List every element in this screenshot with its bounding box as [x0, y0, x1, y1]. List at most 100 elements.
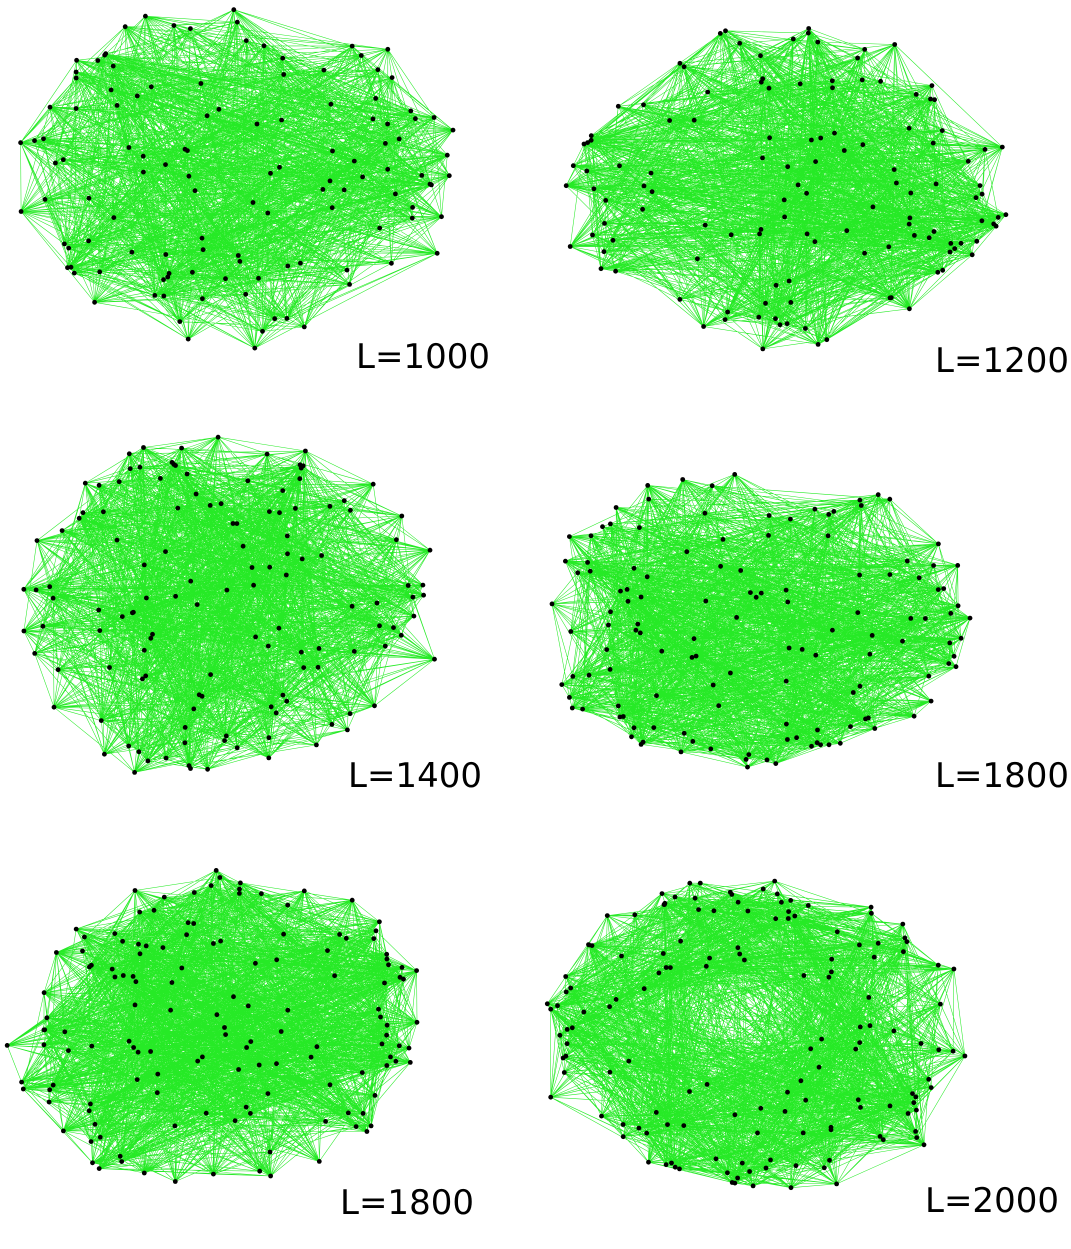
network-node	[795, 182, 801, 188]
network-graph	[4, 868, 420, 1184]
network-node	[396, 1043, 402, 1049]
network-node	[784, 721, 789, 727]
network-node	[718, 563, 723, 569]
network-node	[41, 1027, 47, 1033]
network-node	[755, 1130, 760, 1136]
network-node	[191, 706, 197, 712]
network-node	[815, 342, 821, 347]
network-node	[427, 547, 433, 553]
network-node	[96, 607, 102, 613]
edge-group	[6, 870, 418, 1182]
node-group	[4, 868, 420, 1184]
network-node	[613, 997, 619, 1002]
network-node	[716, 703, 722, 709]
node-group	[563, 26, 1009, 352]
network-node	[272, 316, 278, 322]
network-node	[231, 7, 237, 13]
network-node	[629, 734, 634, 740]
network-node	[364, 1129, 370, 1134]
network-node	[278, 1029, 284, 1034]
network-node	[753, 594, 759, 600]
network-node	[818, 742, 823, 748]
network-node	[169, 980, 175, 985]
network-node	[373, 96, 379, 101]
network-node	[161, 277, 166, 283]
network-node	[866, 995, 872, 1000]
network-node	[74, 57, 79, 63]
network-node	[745, 908, 751, 914]
network-node	[631, 725, 637, 731]
network-node	[603, 198, 609, 203]
network-node	[829, 969, 834, 975]
network-node	[217, 875, 223, 880]
network-node	[788, 300, 794, 305]
network-node	[912, 233, 917, 238]
network-node	[182, 725, 188, 730]
network-node	[198, 81, 204, 86]
network-graph	[544, 878, 968, 1191]
network-node	[20, 1086, 26, 1092]
panel-label: L=1800	[935, 756, 1069, 796]
network-node	[96, 1166, 102, 1171]
network-node	[267, 509, 272, 514]
network-node	[563, 558, 568, 564]
network-node	[758, 53, 763, 59]
network-node	[723, 28, 728, 34]
network-node	[349, 897, 355, 903]
network-node	[568, 985, 574, 991]
network-node	[199, 235, 205, 241]
network-node	[638, 594, 644, 600]
network-node	[598, 266, 604, 272]
network-node	[913, 1129, 918, 1134]
network-node	[65, 265, 70, 271]
network-node	[757, 231, 762, 237]
network-node	[979, 191, 985, 197]
network-node	[222, 1025, 227, 1030]
network-node	[831, 509, 837, 514]
network-node	[607, 1069, 613, 1075]
network-node	[80, 948, 85, 954]
network-node	[41, 990, 47, 996]
network-node	[154, 1090, 160, 1096]
network-node	[134, 93, 140, 99]
edge-group	[565, 28, 1007, 350]
network-node	[158, 476, 163, 481]
network-node	[218, 938, 224, 944]
network-node	[421, 592, 426, 598]
network-node	[619, 953, 624, 959]
network-node	[268, 1173, 273, 1179]
network-node	[832, 130, 837, 136]
network-node	[332, 973, 337, 979]
network-node	[745, 764, 750, 770]
network-node	[143, 13, 148, 19]
network-node	[722, 317, 728, 322]
network-node	[604, 647, 610, 652]
network-node	[343, 935, 349, 941]
network-node	[284, 533, 290, 539]
network-node	[135, 1049, 141, 1055]
network-node	[951, 966, 957, 972]
network-node	[788, 516, 793, 522]
network-node	[743, 757, 749, 762]
network-node	[116, 479, 122, 485]
network-node	[782, 214, 787, 220]
network-node	[349, 603, 355, 609]
network-node	[277, 164, 282, 170]
network-node	[127, 466, 133, 472]
network-node	[728, 670, 733, 676]
network-node	[952, 246, 958, 252]
network-node	[267, 564, 273, 570]
network-node	[237, 259, 243, 264]
network-node	[88, 1101, 93, 1107]
network-node	[641, 986, 647, 992]
network-node	[640, 206, 645, 212]
network-node	[120, 973, 126, 978]
network-node	[268, 704, 274, 710]
network-node	[211, 1171, 216, 1177]
network-node	[930, 140, 936, 146]
network-node	[143, 673, 149, 679]
network-node	[185, 148, 190, 154]
network-node	[327, 503, 333, 509]
network-node	[61, 1128, 66, 1134]
network-node	[145, 758, 151, 764]
